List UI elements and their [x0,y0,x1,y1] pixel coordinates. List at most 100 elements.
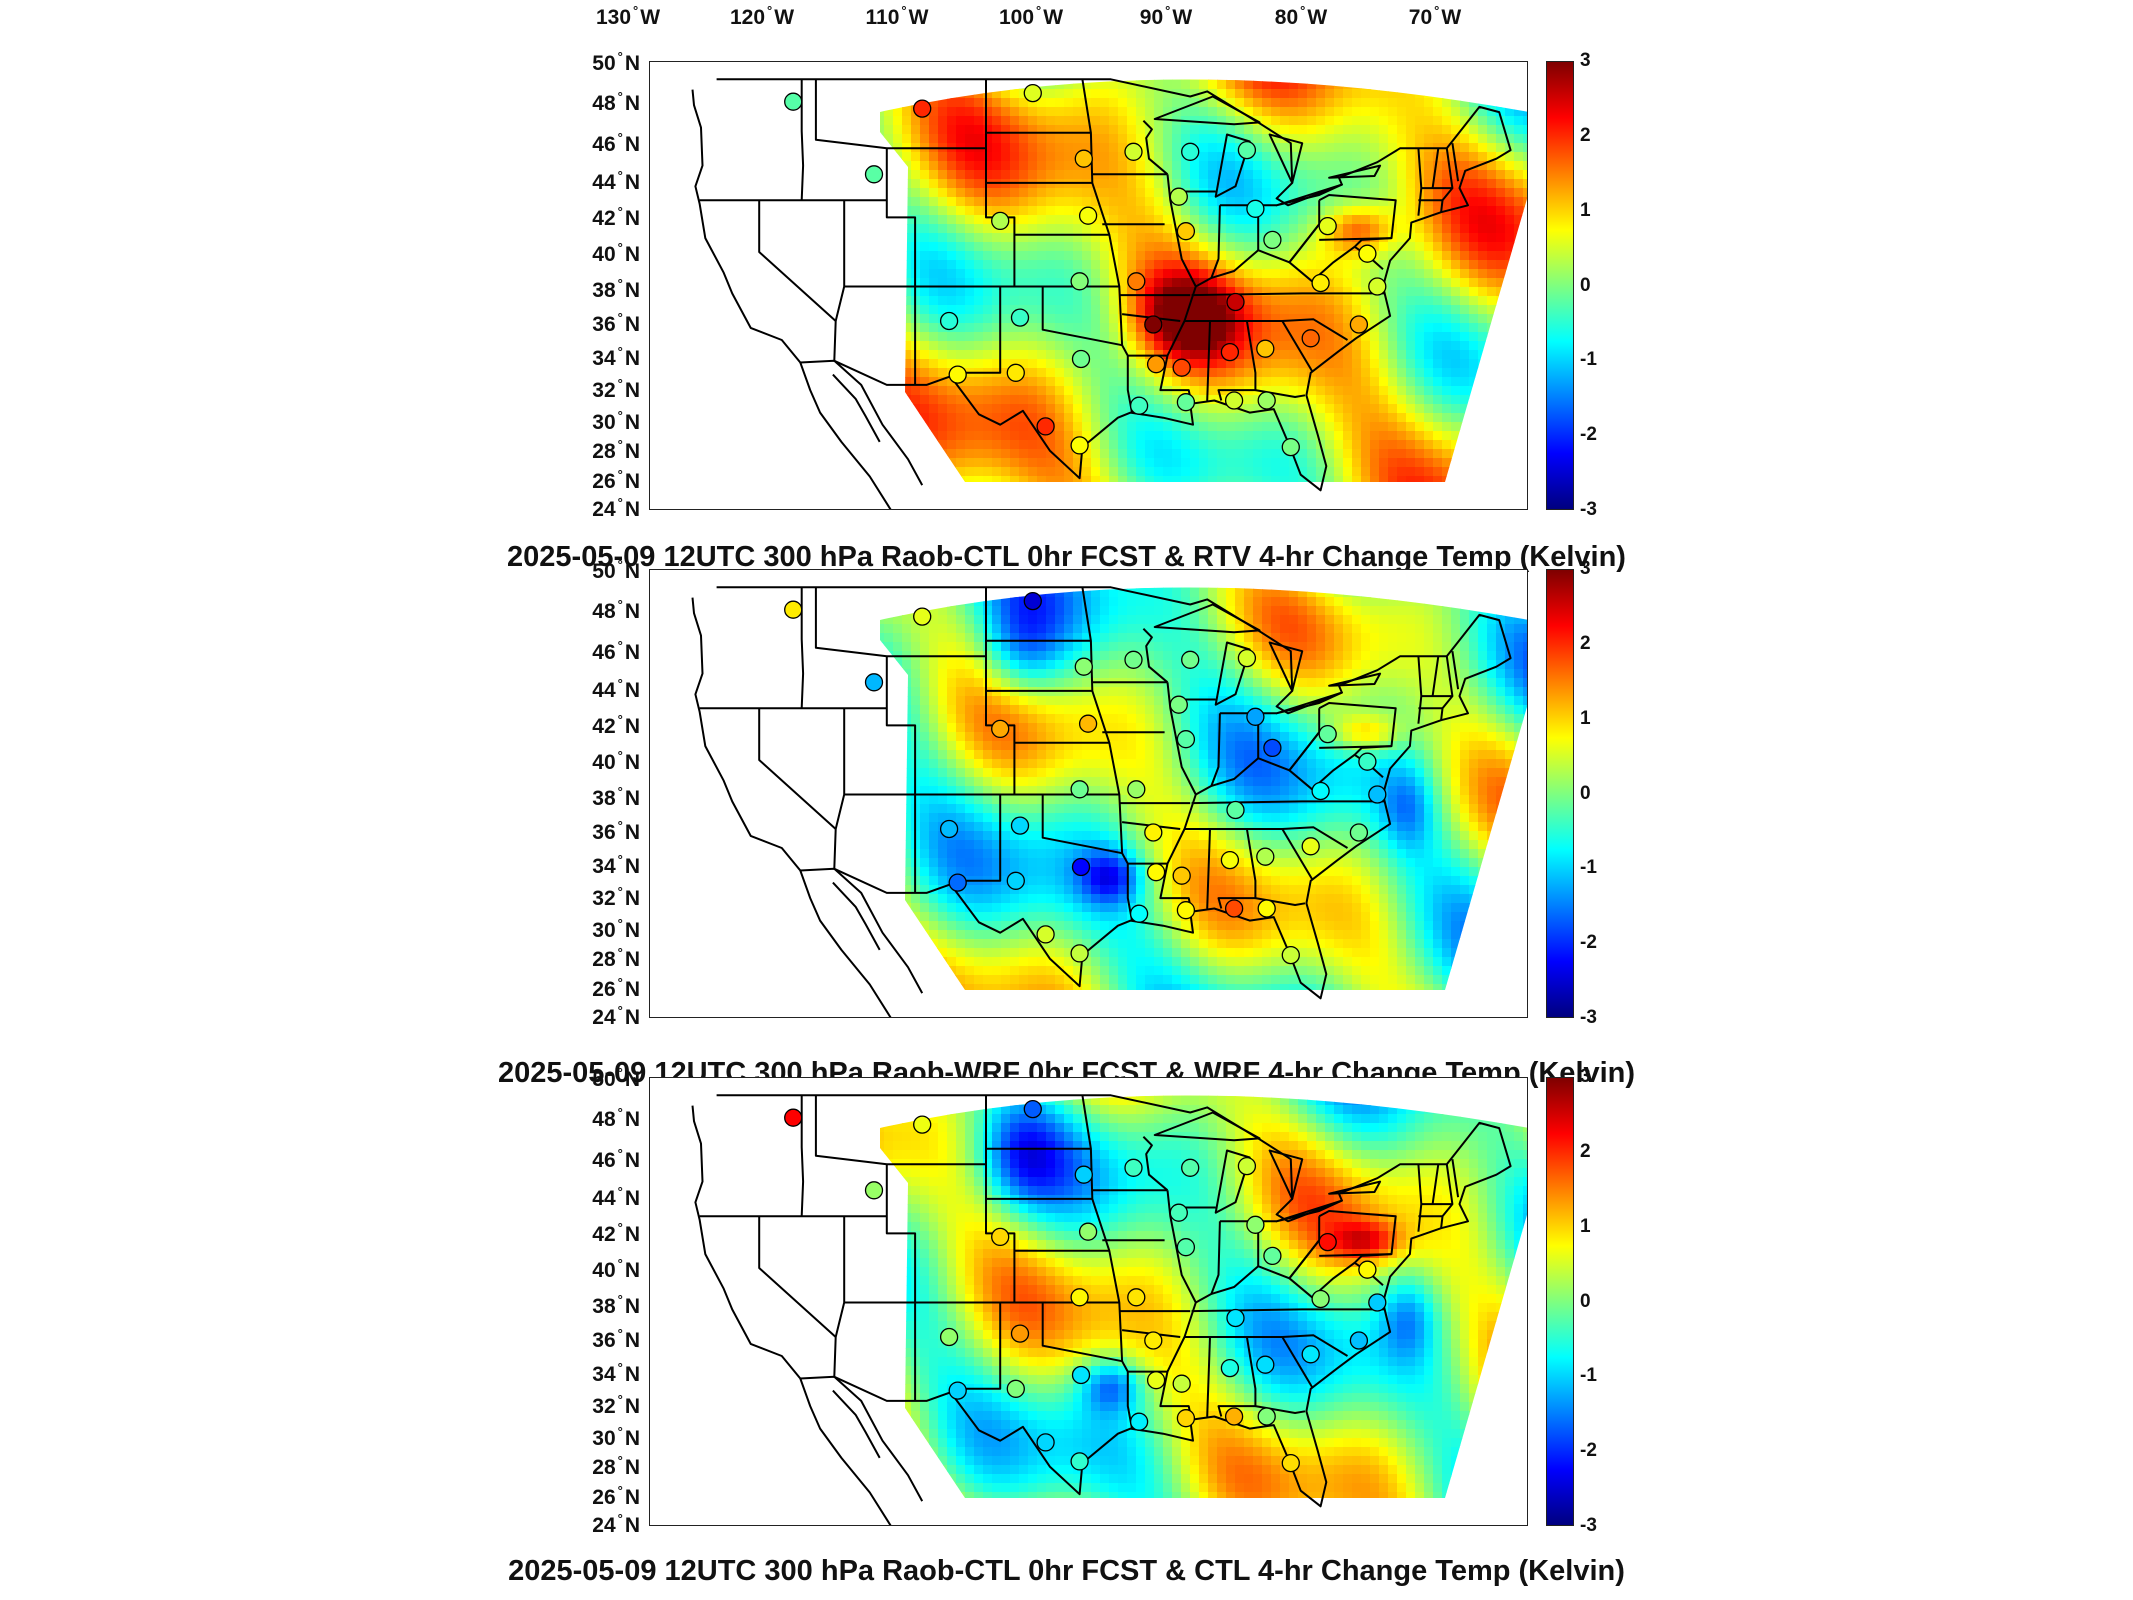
latitude-value: 36 [592,821,616,844]
latitude-value: 30 [592,1427,616,1450]
state-border [1142,119,1169,176]
latitude-label: 34 °N [592,852,640,879]
longitude-label: 100 °W [999,3,1063,30]
latitude-hemisphere: N [624,1427,640,1450]
latitude-value: 44 [592,679,616,702]
degree-symbol: ° [901,3,907,18]
raob-station-marker [1220,850,1240,870]
state-border [885,1164,917,1401]
latitude-hemisphere: N [624,313,640,336]
raob-station-marker [1036,1433,1055,1452]
state-border [1195,205,1221,288]
state-border [1041,286,1133,413]
latitude-hemisphere: N [624,498,640,521]
raob-station-marker [1226,1308,1245,1328]
raob-station-marker [1358,1260,1377,1279]
great-lake-outline [1268,1149,1304,1200]
latitude-value: 44 [592,1187,616,1210]
latitude-hemisphere: N [624,347,640,370]
great-lake-outline [1328,164,1382,179]
raob-station-marker [1368,785,1387,804]
colorbar-tick-label: -2 [1580,424,1597,446]
latitude-label: 42 °N [592,1220,640,1247]
colorbar-tick-label: -1 [1580,857,1597,879]
degree-symbol: ° [617,1146,623,1161]
raob-station-marker [1144,823,1163,842]
raob-station-marker [1124,142,1143,161]
raob-station-marker [1070,944,1089,963]
state-border [1288,731,1320,771]
latitude-label: 26 °N [592,1483,640,1510]
raob-station-marker [1127,780,1146,799]
raob-station-marker [1146,355,1166,374]
raob-station-marker [1070,780,1089,799]
longitude-hemisphere: W [640,6,661,29]
state-border [1206,828,1211,909]
state-border [1081,1095,1124,1362]
latitude-label: 34 °N [592,344,640,371]
degree-symbol: ° [767,3,773,18]
great-lake-outline [1268,133,1304,184]
latitude-value: 28 [592,948,616,971]
colorbar-tick-label: -3 [1580,1007,1597,1028]
latitude-hemisphere: N [624,1486,640,1509]
raob-station-marker [1246,199,1265,218]
colorbar-tick-label: 0 [1580,274,1591,296]
us-coastline [691,78,1512,492]
latitude-label: 24 °N [592,1511,640,1538]
latitude-label: 38 °N [592,1292,640,1319]
state-border [814,587,986,658]
raob-station-marker [1146,863,1166,882]
degree-symbol: ° [617,1511,623,1526]
degree-symbol: ° [617,1424,623,1439]
state-border [800,587,805,709]
degree-symbol: ° [1165,3,1171,18]
raob-station-marker [913,99,932,118]
latitude-hemisphere: N [624,92,640,115]
raob-station-marker [948,873,967,892]
latitude-value: 32 [592,1395,616,1418]
longitude-label: 80 °W [1275,3,1328,30]
state-border [1281,320,1313,372]
raob-station-marker [1224,1407,1244,1426]
state-border [1195,1221,1221,1304]
latitude-hemisphere: N [624,787,640,810]
latitude-hemisphere: N [624,679,640,702]
raob-station-marker [1124,650,1143,669]
latitude-label: 46 °N [592,638,640,665]
state-border [758,200,837,322]
longitude-hemisphere: W [1307,6,1328,29]
temperature-field [880,587,1527,990]
latitude-hemisphere: N [624,887,640,910]
latitude-label: 42 °N [592,712,640,739]
degree-symbol: ° [617,310,623,325]
raob-station-marker [1144,315,1163,334]
longitude-value: 70 [1408,6,1433,29]
state-border [1451,143,1460,182]
latitude-hemisphere: N [624,470,640,493]
raob-station-marker [1006,363,1025,382]
latitude-hemisphere: N [624,1187,640,1210]
map-panel [649,569,1528,1018]
map-canvas [691,78,1527,509]
colorbar-tick-label: 1 [1580,199,1591,221]
mexico-coastline [799,870,892,1017]
latitude-label: 38 °N [592,276,640,303]
raob-station-marker [1256,339,1275,358]
raob-station-marker [1263,738,1282,758]
raob-station-marker [1318,1232,1337,1252]
longitude-label: 70 °W [1408,3,1461,30]
latitude-label: 32 °N [592,884,640,911]
degree-symbol: ° [617,276,623,291]
degree-symbol: ° [617,130,623,145]
state-border [1288,1261,1356,1299]
latitude-label: 38 °N [592,784,640,811]
state-border [1288,753,1356,791]
state-border [758,708,837,830]
longitude-hemisphere: W [908,6,929,29]
raob-station-marker [864,165,884,184]
state-border [1421,148,1454,190]
latitude-value: 36 [592,313,616,336]
degree-symbol: ° [617,437,623,452]
latitude-value: 32 [592,379,616,402]
